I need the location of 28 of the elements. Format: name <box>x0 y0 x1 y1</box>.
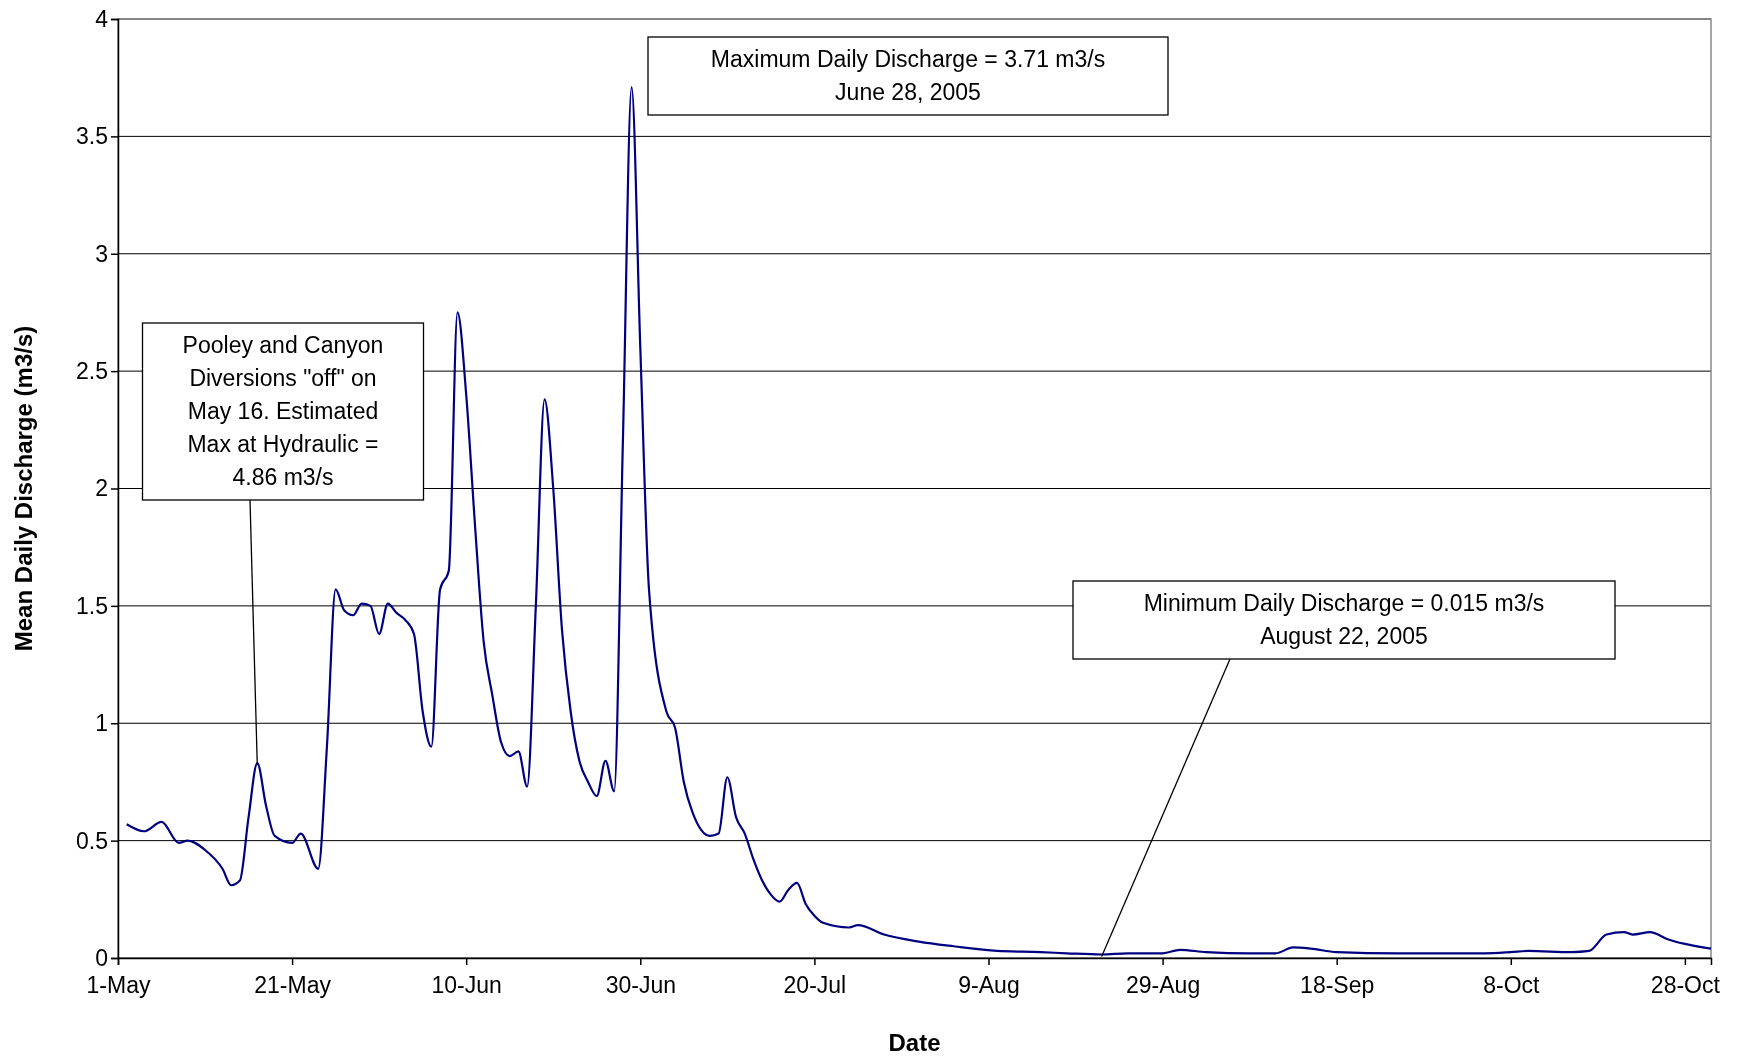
x-tick-label: 10-Jun <box>431 972 502 999</box>
x-tick-label: 8-Oct <box>1483 972 1541 999</box>
annotation: Minimum Daily Discharge = 0.015 m3/s August 22, 2005 <box>1143 590 1545 649</box>
callout-box: Minimum Daily Discharge = 0.015 m3/s August 22, 2005 <box>1072 580 1616 958</box>
y-tick-label: 2.5 <box>76 357 108 384</box>
x-tick-label: 28-Oct <box>1650 972 1721 999</box>
y-tick-label: 2 <box>95 475 108 502</box>
x-tick-label: 18-Sep <box>1300 972 1375 999</box>
annotation: Maximum Daily Discharge = 3.71 m3/s June 28, 2005 <box>710 46 1106 105</box>
x-tick-label: 1-May <box>86 972 151 999</box>
line-series <box>125 85 1713 956</box>
callout-box: Pooley and Canyon Diversions "off" on May 16. Estimated Max at Hydraulic = 4.86 m3/s <box>141 322 425 766</box>
y-tick-label: 1 <box>95 710 108 737</box>
y-tick-label: 0 <box>95 944 108 971</box>
y-axis-title: Mean Daily Discharge (m3/s) <box>10 325 37 652</box>
x-tick-label: 21-May <box>254 972 332 999</box>
y-tick-label: 3.5 <box>76 123 108 150</box>
x-tick-label: 20-Jul <box>783 972 847 999</box>
y-tick-label: 4 <box>95 5 109 32</box>
x-tick-label: 30-Jun <box>605 972 676 999</box>
x-tick-label: 9-Aug <box>958 972 1020 999</box>
annotation: Pooley and Canyon Diversions "off" on May 16. Estimated Max at Hydraulic = 4.86 m3/s <box>182 332 384 490</box>
y-tick-label: 0.5 <box>76 827 108 854</box>
x-axis-title: Date <box>888 1029 941 1056</box>
x-tick-label: 29-Aug <box>1126 972 1201 999</box>
y-tick-label: 1.5 <box>76 592 108 619</box>
callout-box: Maximum Daily Discharge = 3.71 m3/s June 28, 2005 <box>647 36 1169 116</box>
y-tick-label: 3 <box>95 240 108 267</box>
